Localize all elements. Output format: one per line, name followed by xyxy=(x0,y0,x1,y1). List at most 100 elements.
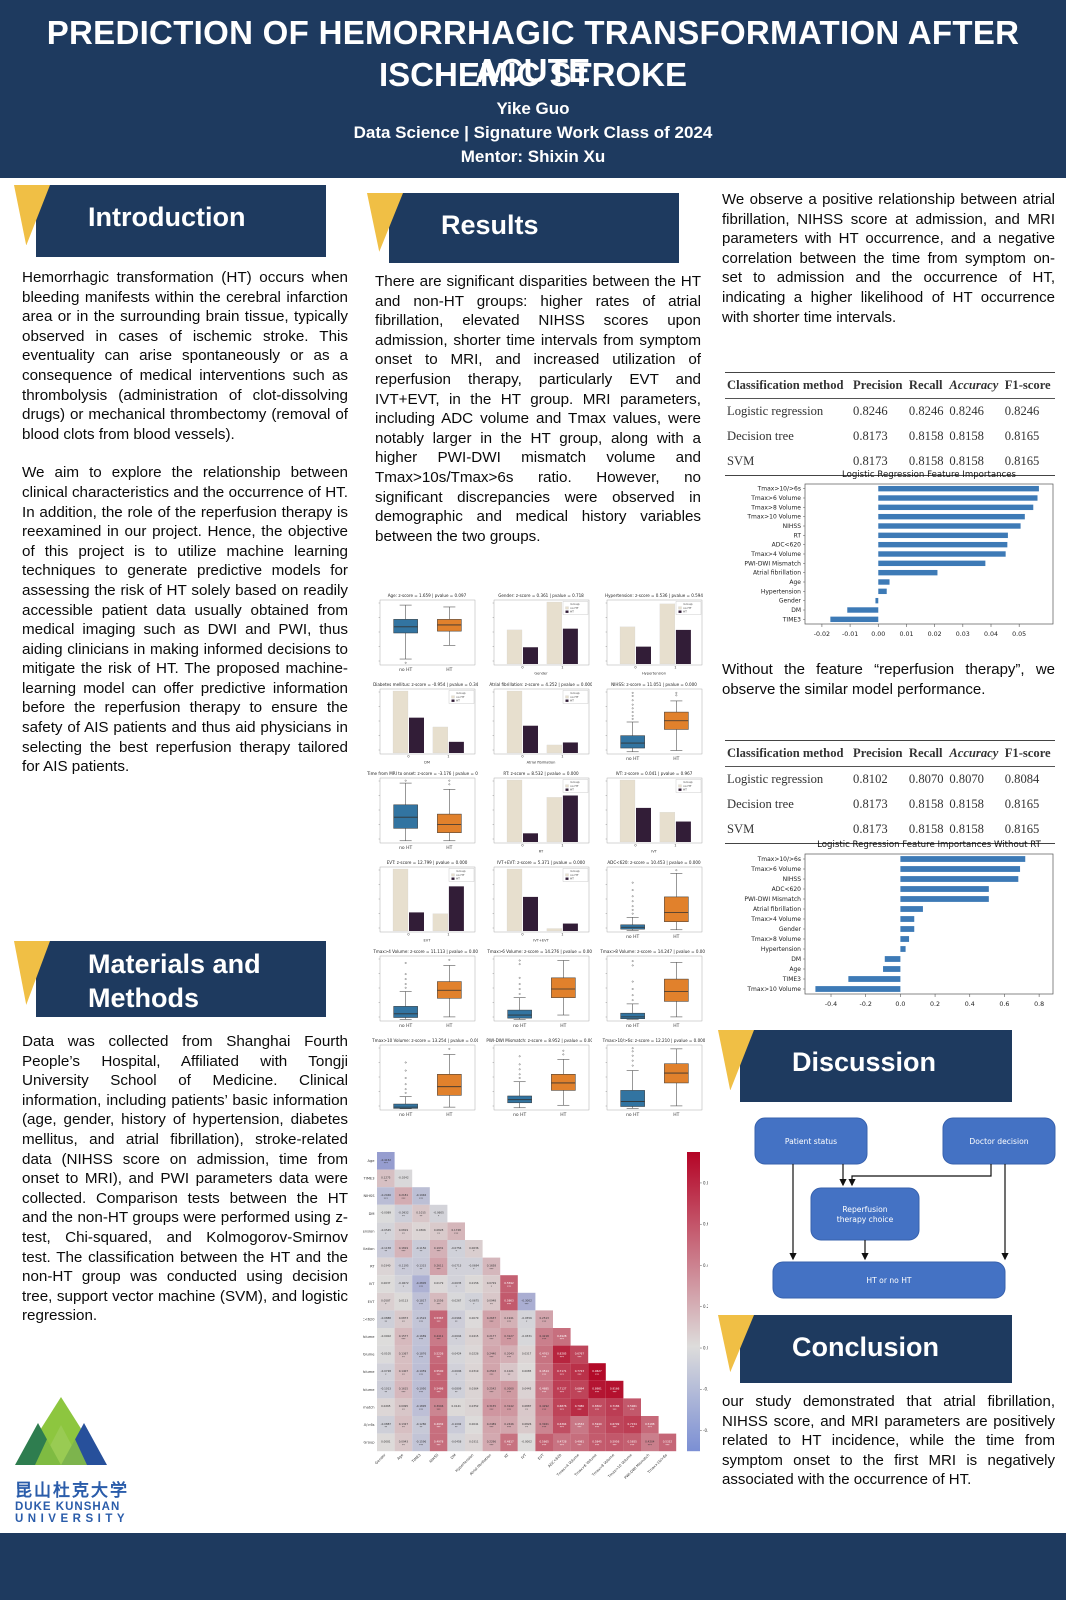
svg-text:***: *** xyxy=(542,1443,547,1447)
section-header-discussion: Discussion xyxy=(718,1030,1012,1102)
svg-text:NIHSS: NIHSS xyxy=(783,523,802,530)
svg-text:0.1367: 0.1367 xyxy=(399,1351,409,1355)
svg-text:0.0445: 0.0445 xyxy=(522,1387,532,1391)
svg-text:***: *** xyxy=(419,1196,424,1200)
dku-logo-en1: DUKE KUNSHAN xyxy=(15,1501,121,1513)
svg-text:*: * xyxy=(385,1372,387,1376)
table-header-cell: Recall xyxy=(906,742,948,767)
svg-text:***: *** xyxy=(437,1267,442,1271)
svg-text:HT: HT xyxy=(674,756,680,762)
svg-text:***: *** xyxy=(419,1320,424,1324)
svg-text:***: *** xyxy=(419,1372,424,1376)
svg-text:no HT: no HT xyxy=(399,845,412,851)
svg-text:RT: RT xyxy=(370,1265,375,1269)
svg-text:**: ** xyxy=(420,1214,423,1218)
svg-text:no HT: no HT xyxy=(570,606,579,610)
right-para1-text: We observe a positive relationship betwe… xyxy=(722,191,1055,326)
svg-text:-0.0635: -0.0635 xyxy=(451,1281,462,1285)
svg-text:***: *** xyxy=(489,1267,494,1271)
svg-text:0.5863: 0.5863 xyxy=(504,1299,514,1303)
svg-text:0.0943: 0.0943 xyxy=(399,1439,409,1443)
svg-text:**: ** xyxy=(384,1320,387,1324)
svg-text:***: *** xyxy=(437,1355,442,1359)
svg-text:-0.0089: -0.0089 xyxy=(381,1211,392,1215)
svg-text:0.4532: 0.4532 xyxy=(575,1422,585,1426)
svg-text:***: *** xyxy=(542,1390,547,1394)
svg-text:0.5655: 0.5655 xyxy=(627,1439,637,1443)
mini-plot: Diabetes mellitus: z-score = -0.954 | pv… xyxy=(365,680,481,769)
svg-text:Gender: Gender xyxy=(779,598,802,605)
section-title: Conclusion xyxy=(792,1332,939,1362)
svg-text:0.9166: 0.9166 xyxy=(610,1387,620,1391)
svg-text:0.4218: 0.4218 xyxy=(539,1334,549,1338)
svg-text:Atrial fibrillation: z-score =: Atrial fibrillation: z-score = 4.252 | p… xyxy=(489,682,592,687)
performance-table-2: Classification method Precision Recall Accu… xyxy=(725,740,1055,844)
svg-text:-0.0888: -0.0888 xyxy=(381,1316,392,1320)
svg-text:HT: HT xyxy=(560,1023,566,1029)
svg-text:**: ** xyxy=(384,1179,387,1183)
footer-band xyxy=(0,1533,1066,1600)
svg-text:0.3127: 0.3127 xyxy=(504,1334,514,1338)
svg-text:Logistic Regression Feature Im: Logistic Regression Feature Importances xyxy=(842,470,1017,480)
svg-text:0.2296: 0.2296 xyxy=(487,1439,497,1443)
table-header-cell: Classification method xyxy=(725,742,852,767)
svg-text:***: *** xyxy=(419,1408,424,1412)
svg-text:***: *** xyxy=(542,1425,547,1429)
svg-text:HT: HT xyxy=(674,934,680,940)
svg-text:no HT: no HT xyxy=(570,695,579,699)
svg-text:***: *** xyxy=(630,1408,635,1412)
dku-logo-en2: UNIVERSITY xyxy=(15,1513,130,1525)
right-para2: Without the feature “reperfusion therapy… xyxy=(722,660,1055,718)
svg-text:no HT: no HT xyxy=(683,606,692,610)
svg-text:0.4817: 0.4817 xyxy=(504,1439,514,1443)
svg-text:-0.0242: -0.0242 xyxy=(398,1175,409,1179)
svg-text:0.6894: 0.6894 xyxy=(575,1387,585,1391)
svg-text:**: ** xyxy=(508,1372,511,1376)
svg-text:**: ** xyxy=(402,1372,405,1376)
svg-text:0.2637: 0.2637 xyxy=(487,1316,497,1320)
svg-text:PWI-DWI Mismatch: PWI-DWI Mismatch xyxy=(744,896,801,903)
svg-text:1: 1 xyxy=(561,755,563,759)
svg-text:Age: Age xyxy=(789,966,801,973)
svg-text:0.4292: 0.4292 xyxy=(539,1404,549,1408)
svg-text:***: *** xyxy=(525,1302,530,1306)
table-cell: 0.8070 xyxy=(949,772,984,786)
svg-text:DM: DM xyxy=(450,1453,457,1460)
svg-text:0.01: 0.01 xyxy=(899,631,913,638)
svg-text:***: *** xyxy=(595,1390,600,1394)
svg-text:RT: RT xyxy=(794,532,802,539)
svg-text:-0.0675: -0.0675 xyxy=(469,1299,480,1303)
svg-text:***: *** xyxy=(489,1390,494,1394)
svg-text:0.7723: 0.7723 xyxy=(575,1369,585,1373)
svg-text:0.0265: 0.0265 xyxy=(381,1404,391,1408)
svg-text:-0.1280: -0.1280 xyxy=(416,1422,427,1426)
svg-text:0.0141: 0.0141 xyxy=(451,1404,461,1408)
svg-text:-0.1817: -0.1817 xyxy=(416,1299,427,1303)
svg-text:Group: Group xyxy=(684,780,693,784)
svg-text:-0.1150: -0.1150 xyxy=(416,1246,427,1250)
svg-text:0.0081: 0.0081 xyxy=(381,1439,391,1443)
svg-text:0.0364: 0.0364 xyxy=(469,1387,479,1391)
svg-text:0.6876: 0.6876 xyxy=(557,1404,567,1408)
svg-text:**: ** xyxy=(402,1320,405,1324)
svg-text:HT: HT xyxy=(446,845,452,851)
svg-text:Group: Group xyxy=(456,869,465,873)
comparison-plots-grid: Age: z-score = 1.659 | pvalue = 0.097 no … xyxy=(365,591,708,1125)
svg-text:PWI-DWI Mismatch: PWI-DWI Mismatch xyxy=(744,560,801,567)
svg-text:DM: DM xyxy=(369,1212,375,1216)
svg-text:Diabetes mellitus: z-score = -: Diabetes mellitus: z-score = -0.954 | pv… xyxy=(373,682,478,687)
svg-text:HT: HT xyxy=(683,610,687,614)
svg-text:IVT: z-score = 0.041 | pvalue: IVT: z-score = 0.041 | pvalue = 0.967 xyxy=(616,771,693,776)
feature-importance-chart-2: Logistic Regression Feature Importances … xyxy=(715,836,1060,1021)
svg-text:0.8: 0.8 xyxy=(703,1180,708,1185)
svg-text:Tmax>10 Volume: z-score = 13.2: Tmax>10 Volume: z-score = 13.254 | pvalu… xyxy=(371,1038,478,1043)
svg-text:**: ** xyxy=(490,1302,493,1306)
svg-text:**: ** xyxy=(384,1425,387,1429)
svg-text:***: *** xyxy=(665,1443,670,1447)
svg-text:**: ** xyxy=(402,1408,405,1412)
svg-text:Tmax>10 Volume: Tmax>10 Volume xyxy=(746,514,801,521)
svg-text:**: ** xyxy=(402,1267,405,1271)
poster-program: Data Science | Signature Work Class of 2… xyxy=(353,123,713,142)
svg-text:Logistic Regression Feature Im: Logistic Regression Feature Importances … xyxy=(817,840,1041,850)
flow-node-doctor-decision: Doctor decision xyxy=(942,1117,1056,1165)
